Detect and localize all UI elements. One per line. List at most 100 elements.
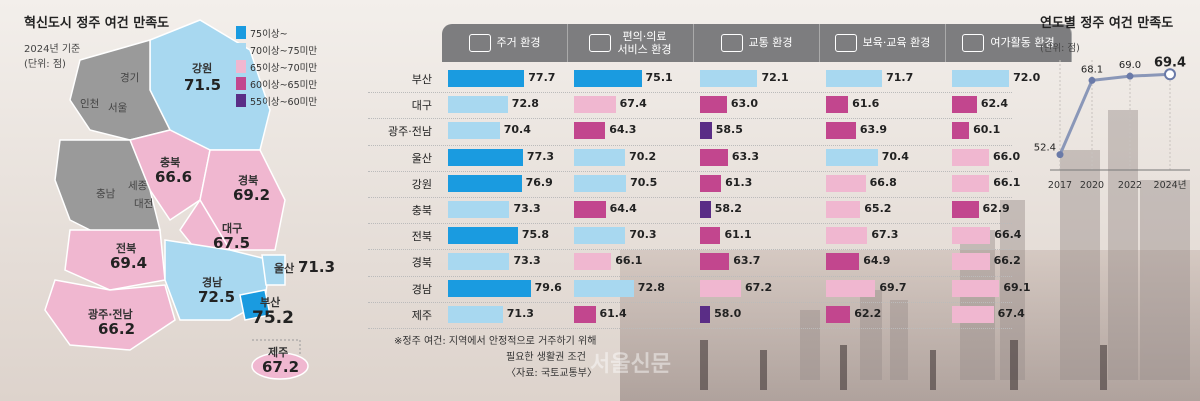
region-value-gwangju-jeonnam: 66.2: [98, 320, 136, 338]
bar-value-label: 58.0: [714, 306, 742, 320]
legend-item: 65이상~70미만: [236, 58, 317, 75]
bar: [952, 305, 994, 323]
trend-value-label: 69.4: [1154, 55, 1186, 70]
map-region-jeonbuk: [64, 229, 166, 291]
region-label-chungbuk: 충북: [160, 156, 181, 169]
legend-swatch: [236, 43, 246, 56]
bar-value-label: 67.4: [997, 306, 1025, 320]
map-base-year: 2024년 기준: [24, 44, 81, 55]
legend-item: 55이상~60미만: [236, 92, 317, 109]
bar: [952, 174, 990, 192]
bar: [448, 148, 523, 166]
bar: [448, 253, 510, 271]
bar-value-label: 64.4: [609, 202, 637, 215]
bar: [700, 227, 721, 245]
region-label-ulsan: 울산: [274, 262, 295, 275]
footnote-line2: 필요한 생활권 조건: [506, 352, 586, 363]
bar-value-label: 67.4: [619, 97, 647, 111]
region-value-chungbuk: 66.6: [155, 168, 193, 186]
map-unit: (단위: 점): [24, 59, 66, 70]
bar-value-label: 60.1: [973, 123, 1001, 137]
bar: [700, 174, 722, 192]
trend-line-chart: 52.4 2017 68.1 2020 69.0 2022 69.4 2024년: [1034, 55, 1190, 191]
column-header-line: 서비스 환경: [617, 43, 672, 56]
region-value-jeju: 67.2: [262, 358, 300, 376]
region-value-busan: 75.2: [252, 308, 294, 328]
region-label-daegu: 대구: [222, 222, 243, 235]
bar: [574, 174, 627, 192]
trend-value-label: 52.4: [1034, 143, 1056, 154]
map-region-busan: [239, 289, 271, 321]
bar-value-label: 71.7: [886, 71, 914, 84]
bar-value-label: 69.7: [879, 280, 907, 294]
column-header: 편의·의료 서비스 환경: [568, 24, 694, 62]
bar-value-label: 58.2: [714, 202, 742, 215]
row-divider: [368, 249, 1012, 251]
bar-value-label: 63.7: [733, 254, 761, 268]
bar-value-label: 63.9: [859, 123, 888, 137]
bar-value-label: 67.3: [871, 228, 899, 242]
bar: [700, 305, 711, 323]
map-region-ulsan: [261, 254, 286, 286]
trend-point: [1056, 151, 1064, 159]
column-header-line: 교통 환경: [748, 36, 793, 50]
region-label-gangwon: 강원: [192, 62, 213, 75]
bar-value-label: 61.3: [725, 175, 753, 189]
region-value-daegu: 67.5: [213, 234, 251, 252]
bar: [448, 70, 525, 87]
bar-value-label: 62.4: [980, 97, 1008, 111]
bar-value-label: 66.4: [994, 228, 1022, 242]
column-header: 교통 환경: [694, 24, 820, 62]
bar: [574, 122, 606, 140]
trend-unit: (단위: 점): [1040, 43, 1080, 54]
row-divider: [368, 170, 1012, 172]
bar-value-label: 66.8: [869, 175, 897, 189]
bar: [700, 122, 712, 140]
column-header-line: 보육·교육 환경: [862, 36, 931, 50]
bar-value-label: 72.0: [1013, 71, 1041, 84]
trend-x-tick-label: 2017: [1048, 180, 1072, 191]
city-label-incheon: 인천: [80, 98, 100, 110]
bar: [448, 201, 510, 218]
city-label-gyeonggi: 경기: [120, 72, 140, 84]
stage-icon: [962, 34, 985, 52]
bar-value-label: 75.1: [645, 71, 673, 84]
bar: [952, 96, 977, 114]
bar-value-label: 66.0: [992, 149, 1021, 163]
bar-value-label: 61.4: [599, 306, 627, 320]
source-label: 〈자료: 국토교통부〉: [506, 368, 597, 379]
region-label-gwangju-jeonnam: 광주·전남: [88, 308, 133, 321]
bar-value-label: 72.8: [511, 97, 539, 111]
bar-value-label: 70.4: [881, 149, 909, 163]
bar-value-label: 73.3: [513, 254, 541, 268]
trend-line: [1058, 72, 1171, 156]
trend-x-tick-label: 2024년: [1154, 180, 1187, 191]
bar: [574, 227, 626, 245]
bar: [826, 279, 876, 297]
row-label: 경북: [411, 256, 432, 270]
bar: [448, 174, 522, 192]
table-corner: [368, 24, 442, 62]
row-divider: [368, 144, 1012, 146]
bar-value-label: 61.1: [724, 228, 752, 242]
house-icon: [468, 34, 491, 52]
bar: [826, 174, 866, 192]
bar: [826, 227, 868, 245]
column-header: 보육·교육 환경: [820, 24, 946, 62]
bar-value-label: 79.6: [534, 280, 562, 294]
bar: [826, 253, 860, 271]
row-label: 대구: [411, 99, 432, 113]
row-divider: [368, 275, 1012, 277]
legend-item: 70이상~75미만: [236, 41, 317, 58]
row-label: 경남: [411, 282, 432, 296]
city-label-seoul: 서울: [108, 102, 128, 114]
legend-swatch: [236, 26, 246, 39]
footnote: ※정주 여건: 지역에서 안정적으로 거주하기 위해 필요한 생활권 조건 〈자…: [394, 334, 597, 382]
bar: [826, 201, 861, 218]
column-header-line: 주거 환경: [496, 36, 541, 50]
column-header-line: 여가활동 환경: [990, 36, 1055, 50]
bar-value-label: 67.2: [744, 280, 773, 294]
region-label-jeju: 제주: [268, 346, 289, 359]
bar: [952, 227, 991, 245]
watermark: 서울신문: [590, 352, 671, 377]
